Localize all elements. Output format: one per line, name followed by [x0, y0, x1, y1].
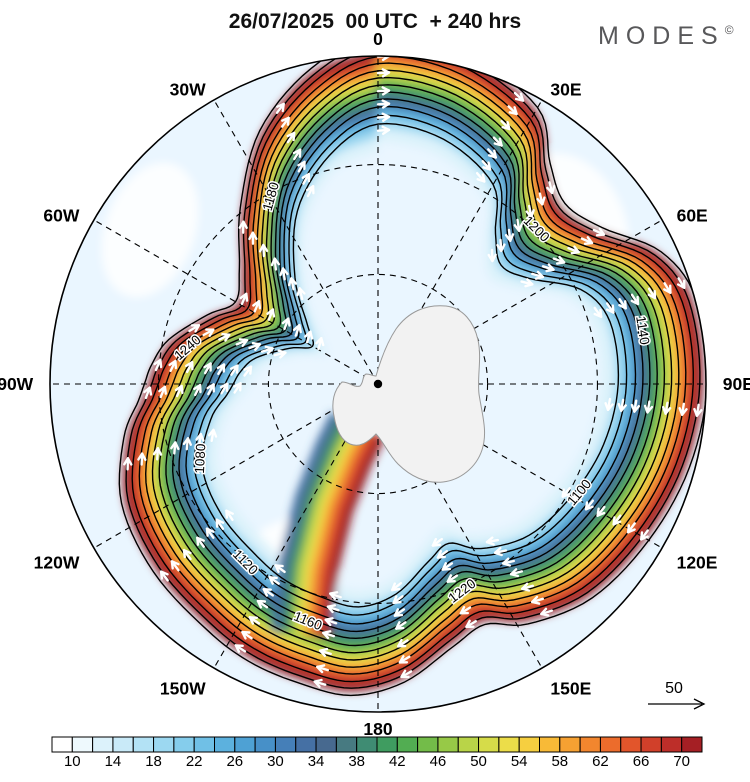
svg-text:58: 58 [551, 753, 568, 770]
svg-text:180: 180 [363, 719, 392, 739]
svg-text:150E: 150E [550, 679, 591, 699]
svg-text:18: 18 [145, 753, 162, 770]
svg-text:66: 66 [633, 753, 650, 770]
svg-text:1080: 1080 [192, 443, 209, 474]
svg-text:10: 10 [64, 753, 81, 770]
svg-text:54: 54 [511, 753, 528, 770]
svg-text:34: 34 [308, 753, 325, 770]
svg-text:46: 46 [430, 753, 447, 770]
svg-text:22: 22 [186, 753, 203, 770]
svg-text:42: 42 [389, 753, 406, 770]
svg-text:62: 62 [592, 753, 609, 770]
svg-text:120W: 120W [34, 552, 80, 572]
svg-text:70: 70 [673, 753, 690, 770]
svg-text:0: 0 [373, 29, 383, 49]
svg-text:150W: 150W [160, 679, 206, 699]
svg-text:50: 50 [665, 680, 683, 697]
svg-text:30W: 30W [170, 79, 206, 99]
svg-text:30: 30 [267, 753, 284, 770]
svg-text:30E: 30E [550, 79, 581, 99]
svg-text:38: 38 [348, 753, 365, 770]
svg-text:120E: 120E [677, 552, 718, 572]
svg-text:60E: 60E [677, 206, 708, 226]
svg-text:50: 50 [470, 753, 487, 770]
svg-text:14: 14 [105, 753, 122, 770]
svg-text:60W: 60W [43, 206, 79, 226]
svg-text:26: 26 [226, 753, 243, 770]
svg-text:90E: 90E [723, 374, 750, 394]
svg-text:90W: 90W [0, 374, 34, 394]
